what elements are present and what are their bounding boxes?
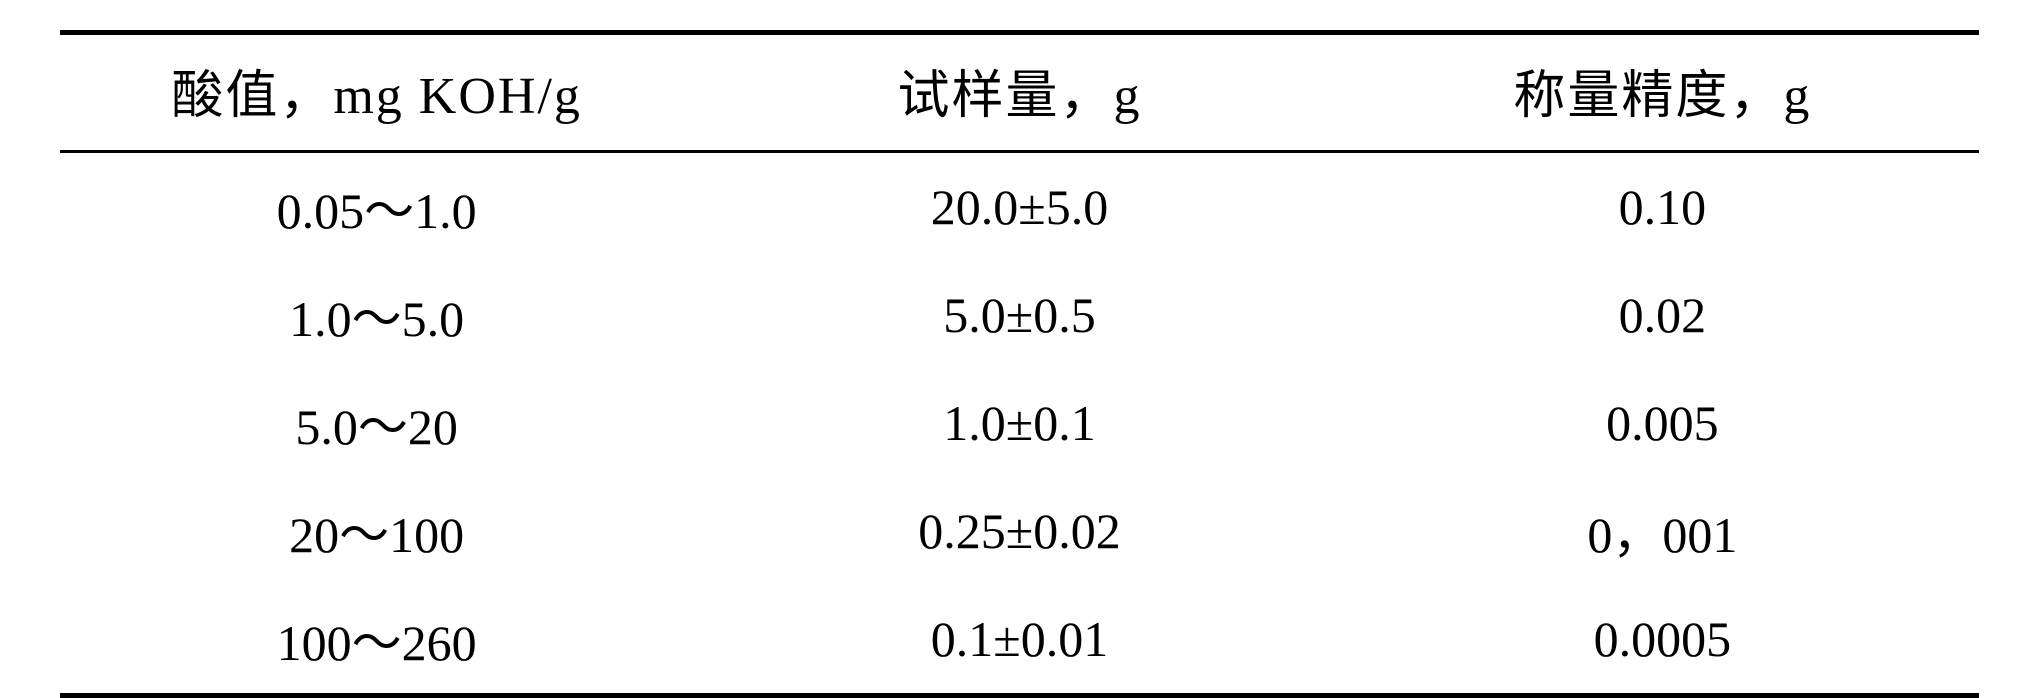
cell: 0.25±0.02 xyxy=(693,477,1345,585)
cell: 0.0005 xyxy=(1346,585,1979,696)
cell: 5.0～20 xyxy=(60,369,693,477)
cell: 0.1±0.01 xyxy=(693,585,1345,696)
cell: 100～260 xyxy=(60,585,693,696)
cell: 0.005 xyxy=(1346,369,1979,477)
cell: 20～100 xyxy=(60,477,693,585)
cell: 0，001 xyxy=(1346,477,1979,585)
data-table: 酸值，mg KOH/g 试样量，g 称量精度，g 0.05～1.0 20.0±5… xyxy=(60,30,1979,698)
cell: 0.10 xyxy=(1346,152,1979,262)
table-header-row: 酸值，mg KOH/g 试样量，g 称量精度，g xyxy=(60,33,1979,152)
cell: 0.05～1.0 xyxy=(60,152,693,262)
cell: 5.0±0.5 xyxy=(693,261,1345,369)
column-header-weighing-precision: 称量精度，g xyxy=(1346,33,1979,152)
table-container: 酸值，mg KOH/g 试样量，g 称量精度，g 0.05～1.0 20.0±5… xyxy=(0,0,2039,614)
cell: 20.0±5.0 xyxy=(693,152,1345,262)
table-row: 1.0～5.0 5.0±0.5 0.02 xyxy=(60,261,1979,369)
table-row: 20～100 0.25±0.02 0，001 xyxy=(60,477,1979,585)
table-row: 5.0～20 1.0±0.1 0.005 xyxy=(60,369,1979,477)
cell: 1.0±0.1 xyxy=(693,369,1345,477)
table-row: 100～260 0.1±0.01 0.0005 xyxy=(60,585,1979,696)
cell: 0.02 xyxy=(1346,261,1979,369)
table-row: 0.05～1.0 20.0±5.0 0.10 xyxy=(60,152,1979,262)
column-header-acid-value: 酸值，mg KOH/g xyxy=(60,33,693,152)
cell: 1.0～5.0 xyxy=(60,261,693,369)
column-header-sample-amount: 试样量，g xyxy=(693,33,1345,152)
